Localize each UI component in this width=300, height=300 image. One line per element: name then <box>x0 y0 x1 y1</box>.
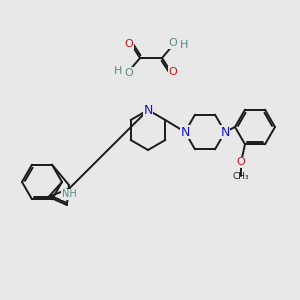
Text: NH: NH <box>61 189 76 199</box>
Text: O: O <box>169 67 177 77</box>
Text: CH₃: CH₃ <box>233 172 249 181</box>
Text: N: N <box>180 125 190 139</box>
Text: H: H <box>114 66 122 76</box>
Text: O: O <box>124 68 134 78</box>
Text: H: H <box>180 40 188 50</box>
Text: O: O <box>124 39 134 49</box>
Text: O: O <box>169 38 177 48</box>
Text: O: O <box>237 157 245 167</box>
Text: N: N <box>220 125 230 139</box>
Text: N: N <box>143 103 153 116</box>
